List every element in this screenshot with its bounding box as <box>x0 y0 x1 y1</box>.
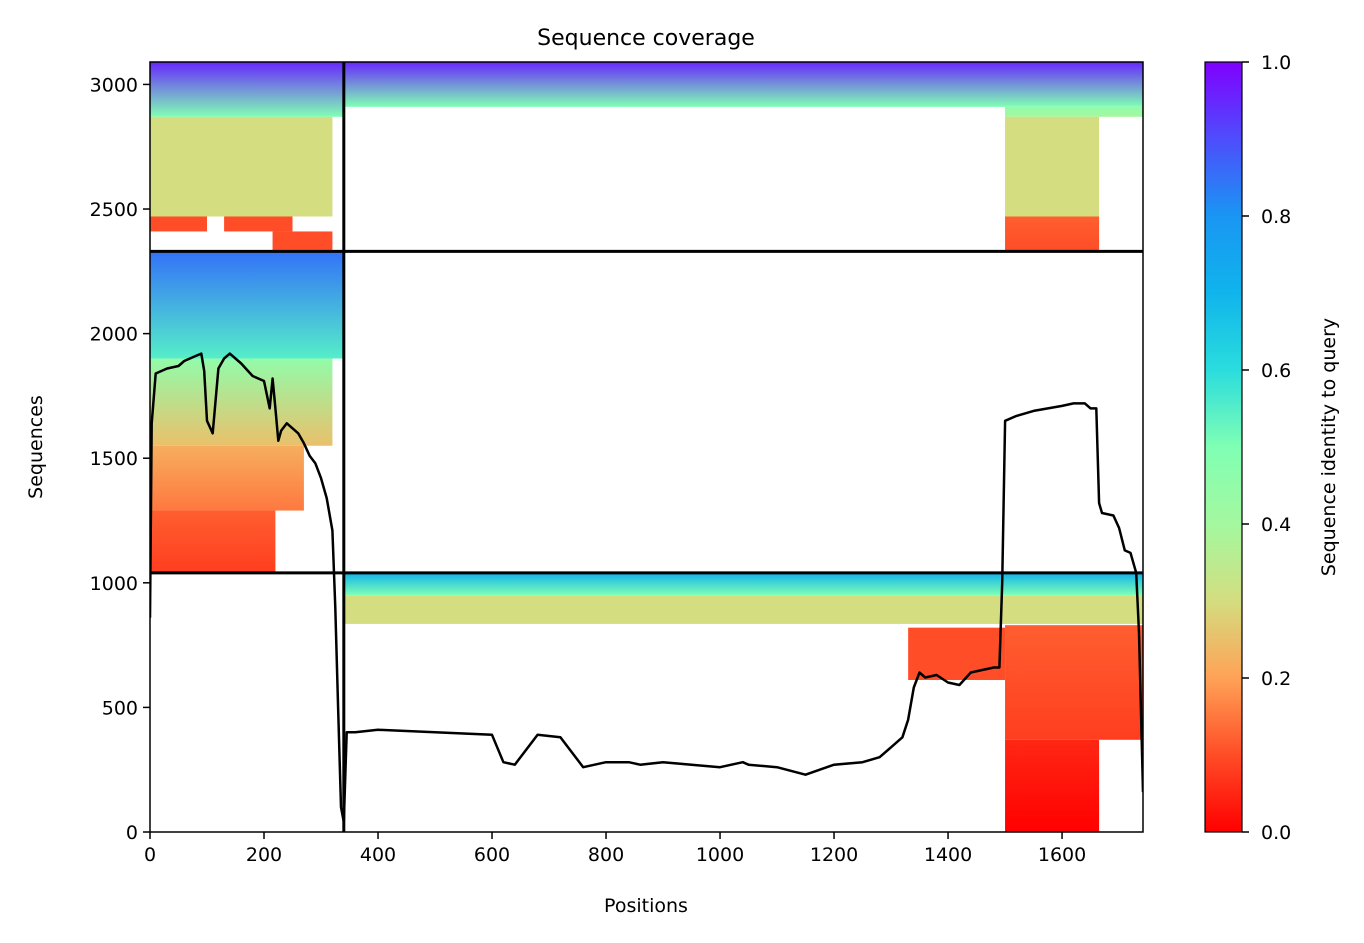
colorbar-tick-label: 1.0 <box>1261 52 1291 74</box>
coverage-line <box>150 352 1143 824</box>
y-tick-label: 0 <box>126 822 138 844</box>
coverage-block <box>150 62 344 117</box>
coverage-block <box>1005 739 1100 832</box>
chart-title: Sequence coverage <box>537 26 755 51</box>
y-tick-label: 3000 <box>90 74 138 96</box>
coverage-block <box>150 251 344 359</box>
y-axis: 0 500 1000 1500 2000 2500 3000 <box>90 74 150 844</box>
coverage-line-layer <box>150 352 1143 824</box>
y-tick-label: 2000 <box>90 324 138 346</box>
colorbar-gradient <box>1204 61 1243 833</box>
x-tick-label: 1400 <box>924 844 972 866</box>
coverage-block <box>150 216 208 232</box>
colorbar-ticks: 0.0 0.2 0.4 0.6 0.8 1.0 <box>1242 52 1291 844</box>
x-tick-label: 1000 <box>696 844 744 866</box>
coverage-block <box>343 572 1143 596</box>
coverage-block <box>224 216 293 232</box>
coverage-block <box>343 595 1143 624</box>
coverage-block <box>1005 106 1143 117</box>
colorbar-tick-label: 0.0 <box>1261 822 1291 844</box>
coverage-block <box>1005 216 1100 251</box>
colorbar-label: Sequence identity to query <box>1318 318 1340 576</box>
x-tick-label: 0 <box>144 844 156 866</box>
x-tick-label: 400 <box>360 844 396 866</box>
colorbar-tick-label: 0.4 <box>1261 514 1291 536</box>
y-axis-label: Sequences <box>25 395 47 499</box>
x-tick-label: 1600 <box>1038 844 1086 866</box>
coverage-block <box>150 445 304 511</box>
coverage-block <box>150 358 333 446</box>
x-tick-label: 600 <box>474 844 510 866</box>
coverage-heatmap <box>150 62 1143 832</box>
y-tick-label: 500 <box>102 697 138 719</box>
colorbar: 0.0 0.2 0.4 0.6 0.8 1.0 Sequence identity to … <box>1204 52 1340 844</box>
y-tick-label: 2500 <box>90 199 138 221</box>
y-tick-label: 1000 <box>90 573 138 595</box>
colorbar-tick-label: 0.6 <box>1261 360 1291 382</box>
plot-frame <box>149 61 1144 833</box>
coverage-block <box>150 116 333 217</box>
domain-boundaries <box>150 62 1143 832</box>
x-tick-label: 1200 <box>810 844 858 866</box>
coverage-block <box>1005 625 1143 740</box>
x-tick-label: 800 <box>588 844 624 866</box>
colorbar-tick-label: 0.2 <box>1261 668 1291 690</box>
coverage-block <box>150 510 276 573</box>
coverage-block <box>908 627 1006 680</box>
y-tick-label: 1500 <box>90 448 138 470</box>
coverage-block <box>343 62 1143 107</box>
x-axis-label: Positions <box>604 895 688 917</box>
colorbar-tick-label: 0.8 <box>1261 206 1291 228</box>
coverage-block <box>272 231 333 251</box>
x-axis: 0 200 400 600 800 1000 1200 1400 1600 <box>144 832 1086 866</box>
coverage-block <box>1005 116 1100 217</box>
x-tick-label: 200 <box>246 844 282 866</box>
